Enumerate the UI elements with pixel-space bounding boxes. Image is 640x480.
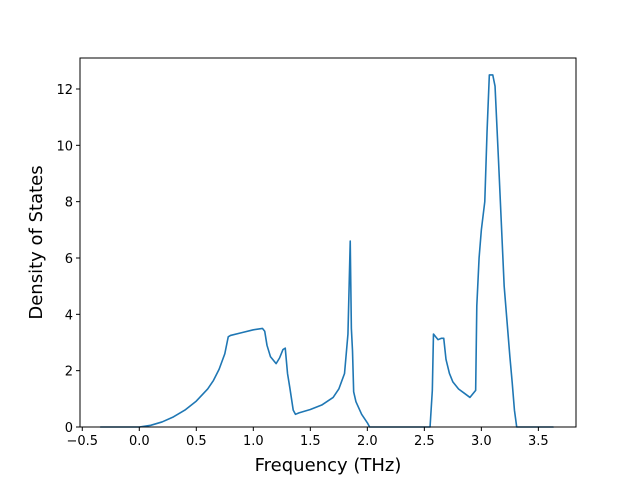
x-tick-label: 1.5 bbox=[300, 434, 321, 449]
dos-series-line-0 bbox=[99, 74, 555, 428]
y-tick-label: 10 bbox=[56, 139, 73, 154]
x-tick-label: 0.5 bbox=[186, 434, 207, 449]
x-tick-label: −0.5 bbox=[66, 434, 98, 449]
y-tick-label: 0 bbox=[65, 421, 73, 436]
x-tick-label: 2.0 bbox=[357, 434, 378, 449]
x-tick-label: 2.5 bbox=[414, 434, 435, 449]
x-tick-label: 1.0 bbox=[243, 434, 264, 449]
x-tick-label: 3.5 bbox=[528, 434, 549, 449]
plot-area bbox=[80, 58, 576, 427]
y-tick-label: 12 bbox=[56, 83, 73, 98]
x-axis-label: Frequency (THz) bbox=[255, 455, 402, 476]
axes-frame bbox=[79, 57, 577, 428]
y-tick-label: 4 bbox=[65, 308, 73, 323]
y-tick-label: 6 bbox=[65, 252, 73, 267]
y-axis-label: Density of States bbox=[26, 165, 47, 319]
x-tick-label: 0.0 bbox=[129, 434, 150, 449]
y-tick-label: 8 bbox=[65, 196, 73, 211]
y-tick-label: 2 bbox=[65, 365, 73, 380]
x-tick-label: 3.0 bbox=[471, 434, 492, 449]
